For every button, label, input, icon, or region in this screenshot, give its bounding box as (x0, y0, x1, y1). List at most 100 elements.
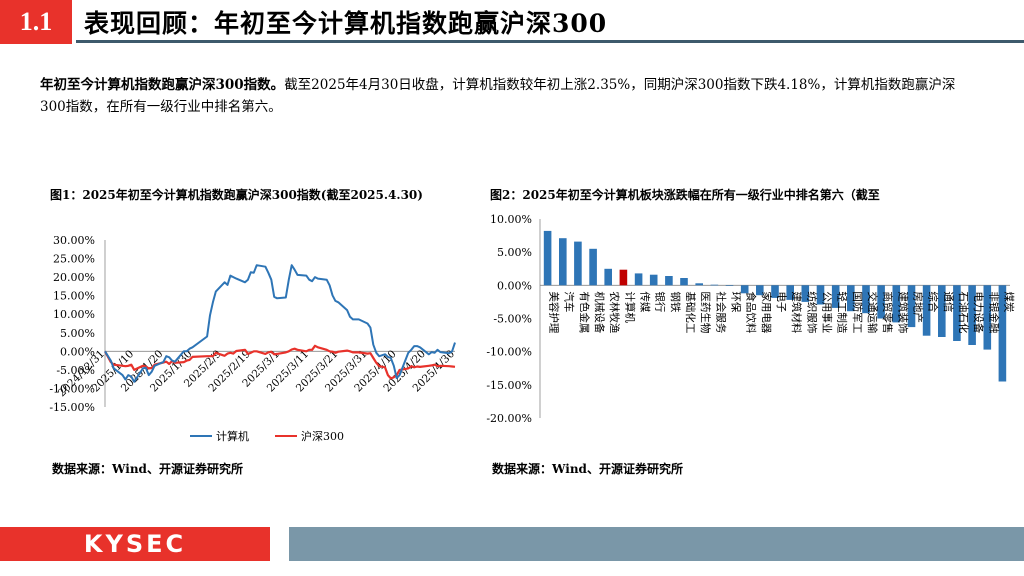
y-tick-label: 5.00% (60, 327, 95, 340)
bar (619, 269, 628, 286)
category-label: 非银金融 (987, 291, 1000, 333)
summary-lead: 年初至今计算机指数跑赢沪深300指数。 (40, 77, 285, 93)
figure1-title: 图1：2025年初至今计算机指数跑赢沪深300指数(截至2025.4.30) (50, 188, 423, 202)
bar (604, 268, 612, 286)
y-tick-label: -10.00% (49, 382, 95, 395)
category-label: 建筑材料 (790, 291, 803, 333)
category-label: 公用事业 (820, 291, 833, 333)
category-label: 汽车 (563, 291, 576, 312)
category-label: 煤炭 (1002, 291, 1015, 312)
category-label: 社会服务 (714, 291, 727, 333)
figure1-series (104, 264, 456, 383)
figure1-legend: 计算机 沪深300 (190, 429, 344, 443)
bar (862, 285, 870, 314)
figure1-axes: 30.00% 25.00% 20.00% 15.00% 10.00% 5.00% 0.00%… (49, 234, 457, 414)
figure2-bars (543, 230, 1007, 382)
bar (725, 285, 734, 286)
bar (922, 285, 931, 336)
y-tick-label: -10.00% (486, 346, 532, 359)
bar (831, 285, 840, 308)
category-label: 基础化工 (684, 291, 697, 333)
page-title: 表现回顾：年初至今计算机指数跑赢沪深300 (84, 9, 608, 38)
bar (543, 230, 552, 286)
category-label: 电力设备 (972, 291, 985, 333)
bar (771, 285, 779, 298)
category-label: 国防军工 (851, 291, 864, 333)
y-tick-label: -20.00% (486, 412, 532, 425)
category-label: 传媒 (639, 291, 652, 312)
y-tick-label: -15.00% (49, 401, 95, 414)
header-divider (76, 40, 1024, 43)
category-label: 商贸零售 (881, 291, 894, 333)
y-tick-label: 0.00% (60, 345, 95, 358)
y-tick-label: -15.00% (486, 379, 532, 392)
bar (559, 238, 567, 286)
y-tick-label: 10.00% (53, 308, 95, 321)
legend-label: 沪深300 (301, 429, 344, 443)
legend-label: 计算机 (216, 429, 249, 443)
y-tick-label: 0.00% (497, 279, 532, 292)
bar (998, 285, 1007, 382)
y-tick-label: 5.00% (497, 246, 532, 259)
bar (589, 248, 597, 286)
category-label: 医药生物 (699, 291, 712, 333)
category-label: 机械设备 (593, 291, 606, 333)
bar (740, 285, 749, 294)
bar (938, 285, 946, 337)
category-label: 家用电器 (760, 291, 773, 333)
summary-body: 截至2025年4月30日收盘，计算机指数较年初上涨2.35%，同期沪深300指数… (40, 77, 956, 115)
y-tick-label: 30.00% (53, 234, 95, 247)
footer-strip (289, 527, 1024, 561)
bar (877, 285, 885, 319)
category-label: 房地产 (911, 291, 924, 323)
bar (816, 285, 825, 305)
bar (968, 285, 976, 345)
category-label: 电子 (775, 291, 788, 312)
category-label: 环保 (730, 291, 743, 312)
bar (710, 284, 719, 286)
bar (634, 273, 643, 286)
summary-paragraph: 年初至今计算机指数跑赢沪深300指数。截至2025年4月30日收盘，计算机指数较… (40, 74, 980, 118)
figure1-source: 数据来源：Wind、开源证券研究所 (52, 462, 243, 476)
category-label: 钢铁 (669, 291, 682, 312)
category-label: 综合 (927, 291, 940, 312)
y-tick-label: -5.00% (493, 313, 532, 326)
category-label: 计算机 (623, 291, 636, 323)
category-label: 通信 (942, 291, 954, 312)
category-label: 食品饮料 (745, 291, 758, 333)
computer-line (104, 264, 456, 383)
category-label: 银行 (654, 291, 667, 312)
bar (665, 276, 673, 286)
y-tick-label: 10.00% (490, 213, 532, 226)
bar (680, 278, 688, 286)
figure2-category-labels: 美容护理 汽车 有色金属 机械设备 农林牧渔 计算机 传媒 银行 钢铁 基础化工 医药生物 社会服务环… (548, 291, 1016, 333)
category-label: 农林牧渔 (608, 291, 621, 333)
y-tick-label: 15.00% (53, 290, 95, 303)
y-tick-label: -5.00% (56, 364, 95, 377)
figure2-title: 图2：2025年初至今计算机板块涨跌幅在所有一级行业中排名第六（截至 (490, 188, 880, 202)
kysec-logo: KYSEC (83, 530, 187, 558)
bar (892, 285, 901, 323)
category-label: 交通运输 (866, 291, 879, 333)
y-tick-label: 25.00% (53, 253, 95, 266)
bar (756, 285, 764, 296)
category-label: 轻工制造 (836, 291, 849, 333)
category-label: 有色金属 (578, 291, 591, 333)
bar (801, 285, 810, 302)
y-tick-label: 20.00% (53, 271, 95, 284)
category-label: 石油石化 (957, 291, 970, 333)
bar (983, 285, 992, 350)
category-label: 纺织服饰 (805, 291, 818, 333)
bar (574, 241, 582, 286)
category-label: 美容护理 (548, 291, 561, 333)
bar (695, 283, 703, 286)
header-badge: 1.1 (0, 0, 72, 44)
bar (907, 285, 916, 328)
bar (786, 285, 794, 300)
footer-logo-bar: KYSEC (0, 527, 270, 561)
bar (649, 274, 658, 286)
figure2-axes: 10.00% 5.00% 0.00% -5.00% -10.00% -15.00% -20.… (486, 213, 1010, 425)
figure2-source: 数据来源：Wind、开源证券研究所 (492, 462, 683, 476)
bar (953, 285, 961, 341)
